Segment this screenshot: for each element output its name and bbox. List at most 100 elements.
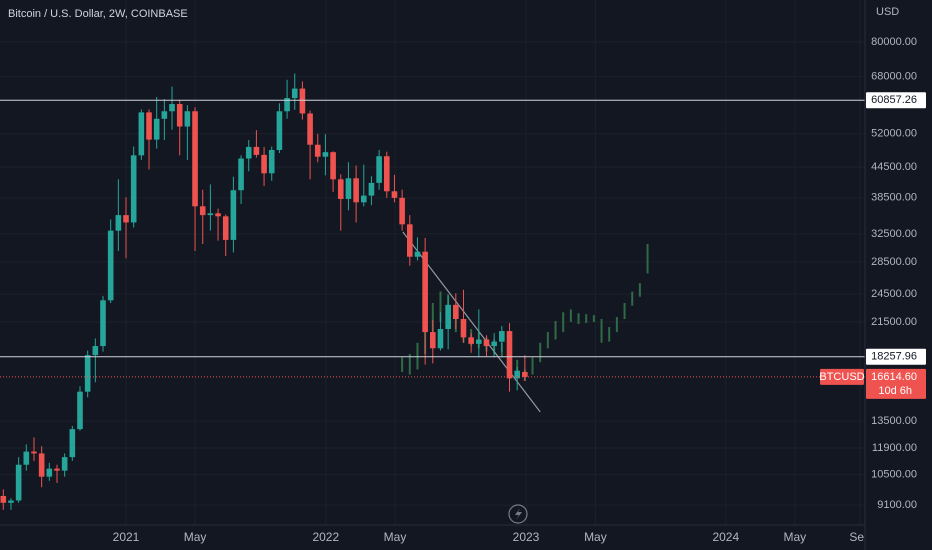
- candle-body: [468, 337, 474, 344]
- symbol-label: BTCUSD: [819, 371, 864, 383]
- candle-body: [368, 182, 375, 196]
- candle-body: [23, 451, 30, 465]
- candle-body: [192, 111, 198, 207]
- candle-body: [360, 195, 367, 203]
- candle-body: [46, 468, 53, 477]
- candle-body: [169, 104, 175, 112]
- candle-body: [15, 464, 22, 501]
- y-tick-label: 11900.00: [872, 442, 917, 454]
- last-price-label: 16614.60: [871, 371, 917, 383]
- candle-body: [207, 213, 214, 216]
- x-tick-label: 2024: [712, 530, 739, 544]
- candle-body: [314, 144, 321, 157]
- candle-body: [345, 178, 352, 199]
- candle-body: [437, 329, 444, 349]
- candle-body: [430, 332, 436, 349]
- candle-body: [307, 113, 313, 145]
- y-tick-label: 28500.00: [871, 256, 917, 268]
- candle-body: [506, 331, 513, 379]
- level-label-box: [866, 348, 926, 365]
- candle-body: [322, 152, 329, 157]
- candle-body: [153, 118, 160, 140]
- x-tick-label: May: [584, 530, 607, 544]
- candle-body: [0, 495, 7, 503]
- y-tick-label: 44500.00: [871, 161, 917, 173]
- level-label: 60857.26: [871, 94, 917, 106]
- level-label-box: [866, 92, 926, 109]
- candle-body: [222, 216, 229, 240]
- candle-body: [483, 339, 490, 347]
- candle-body: [276, 111, 283, 150]
- x-tick-label: May: [184, 530, 207, 544]
- candle-body: [268, 149, 275, 174]
- candle-body: [31, 451, 37, 454]
- candle-body: [69, 429, 76, 458]
- candle-body: [146, 112, 152, 140]
- candle-body: [376, 156, 382, 183]
- candle-body: [491, 341, 497, 347]
- plot-area: [0, 73, 865, 510]
- candle-body: [299, 88, 306, 114]
- candle-body: [130, 155, 137, 223]
- last-price-box: [866, 368, 926, 399]
- candle-body: [414, 251, 421, 257]
- candle-body: [406, 224, 413, 257]
- x-tick-label: 2022: [312, 530, 339, 544]
- x-tick-label: 2021: [113, 530, 140, 544]
- countdown: 10d 6h: [878, 385, 912, 397]
- y-tick-label: 9100.00: [877, 499, 917, 511]
- y-tick-label: 80000.00: [871, 36, 917, 48]
- y-tick-label: 68000.00: [871, 71, 917, 83]
- candle-body: [337, 179, 344, 199]
- candle-body: [383, 156, 390, 192]
- candle-body: [353, 178, 359, 203]
- candle-body: [176, 104, 183, 127]
- candle-body: [199, 206, 206, 216]
- candle-body: [261, 154, 267, 174]
- candle-body: [399, 197, 405, 225]
- candle-body: [291, 88, 298, 99]
- candle-body: [161, 111, 168, 119]
- candle-body: [460, 319, 467, 338]
- candle-body: [184, 111, 191, 127]
- x-tick-label: May: [384, 530, 407, 544]
- candle-body: [514, 370, 520, 379]
- candle-body: [238, 158, 244, 191]
- candle-body: [476, 339, 482, 344]
- y-tick-label: 52000.00: [871, 128, 917, 140]
- y-tick-label: 32500.00: [871, 228, 917, 240]
- candle-body: [391, 191, 398, 198]
- candle-body: [61, 457, 68, 471]
- candle-body: [138, 112, 145, 156]
- candle-body: [422, 251, 428, 333]
- axes: 80000.00 68000.00 52000.00 44500.00 38500.00…: [866, 36, 926, 511]
- level-label: 18257.96: [871, 351, 917, 363]
- price-scale: [865, 0, 932, 550]
- y-tick-label: 21500.00: [871, 316, 917, 328]
- candle-body: [499, 331, 505, 342]
- candle-body: [100, 300, 106, 347]
- currency: USD: [876, 6, 899, 18]
- candle-body: [445, 304, 451, 330]
- candle-body: [107, 230, 114, 301]
- candle-body: [38, 453, 45, 477]
- candle-body: [77, 391, 83, 430]
- candle-body: [92, 346, 99, 356]
- x-tick-label: 2023: [513, 530, 540, 544]
- y-tick-label: 10500.00: [871, 469, 917, 481]
- candle-body: [230, 190, 237, 240]
- replay-icon[interactable]: [508, 504, 528, 524]
- symbol-box: [820, 368, 864, 385]
- candle-body: [284, 98, 290, 112]
- chart-title: Bitcoin / U.S. Dollar, 2W, COINBASE: [8, 8, 188, 20]
- candle-body: [522, 371, 528, 377]
- candle-body: [453, 304, 459, 320]
- candle-body: [115, 215, 122, 231]
- y-tick-label: 38500.00: [871, 192, 917, 204]
- y-tick-label: 24500.00: [871, 288, 917, 300]
- candle-body: [215, 213, 221, 217]
- x-tick-label: May: [783, 530, 806, 544]
